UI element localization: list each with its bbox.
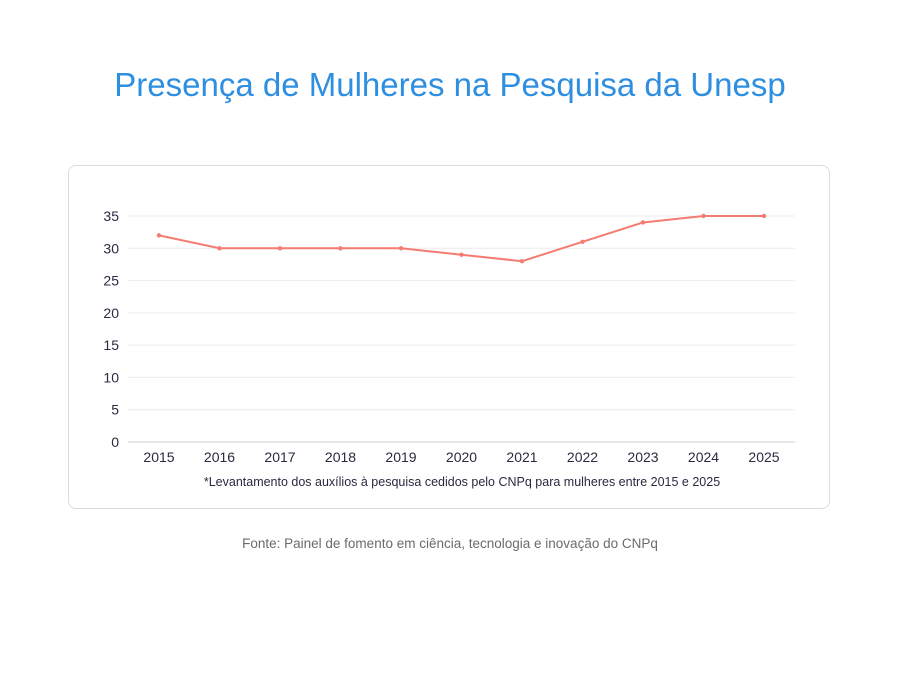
x-tick-label: 2025 bbox=[748, 449, 779, 465]
y-tick-label: 5 bbox=[111, 402, 119, 418]
x-tick-label: 2016 bbox=[204, 449, 235, 465]
x-tick-label: 2019 bbox=[385, 449, 416, 465]
x-tick-label: 2021 bbox=[506, 449, 537, 465]
data-point bbox=[580, 239, 585, 245]
y-tick-label: 10 bbox=[103, 369, 119, 385]
page-title: Presença de Mulheres na Pesquisa da Unes… bbox=[114, 66, 786, 103]
data-point bbox=[217, 246, 222, 251]
data-point bbox=[761, 213, 767, 219]
data-point bbox=[338, 246, 343, 251]
data-point bbox=[156, 233, 162, 238]
data-point bbox=[701, 213, 706, 219]
x-tick-label: 2018 bbox=[325, 449, 356, 465]
data-point bbox=[277, 246, 283, 251]
data-point bbox=[398, 246, 404, 251]
y-tick-label: 20 bbox=[103, 305, 119, 321]
x-tick-label: 2015 bbox=[143, 449, 174, 465]
x-tick-label: 2023 bbox=[627, 449, 658, 465]
x-tick-label: 2022 bbox=[567, 449, 598, 465]
y-tick-label: 35 bbox=[103, 208, 119, 224]
y-tick-label: 15 bbox=[103, 337, 119, 353]
x-tick-label: 2024 bbox=[688, 449, 719, 465]
chart-annotation: *Levantamento dos auxílios à pesquisa ce… bbox=[204, 475, 720, 489]
source-note: Fonte: Painel de fomento em ciência, tec… bbox=[242, 536, 658, 551]
data-point bbox=[519, 259, 525, 264]
x-tick-label: 2020 bbox=[446, 449, 477, 465]
data-point bbox=[640, 220, 646, 225]
data-point bbox=[459, 252, 464, 257]
x-tick-label: 2017 bbox=[264, 449, 295, 465]
y-tick-label: 30 bbox=[103, 240, 119, 256]
chart-card bbox=[68, 165, 830, 509]
y-tick-label: 0 bbox=[111, 434, 119, 450]
y-tick-label: 25 bbox=[103, 273, 119, 289]
